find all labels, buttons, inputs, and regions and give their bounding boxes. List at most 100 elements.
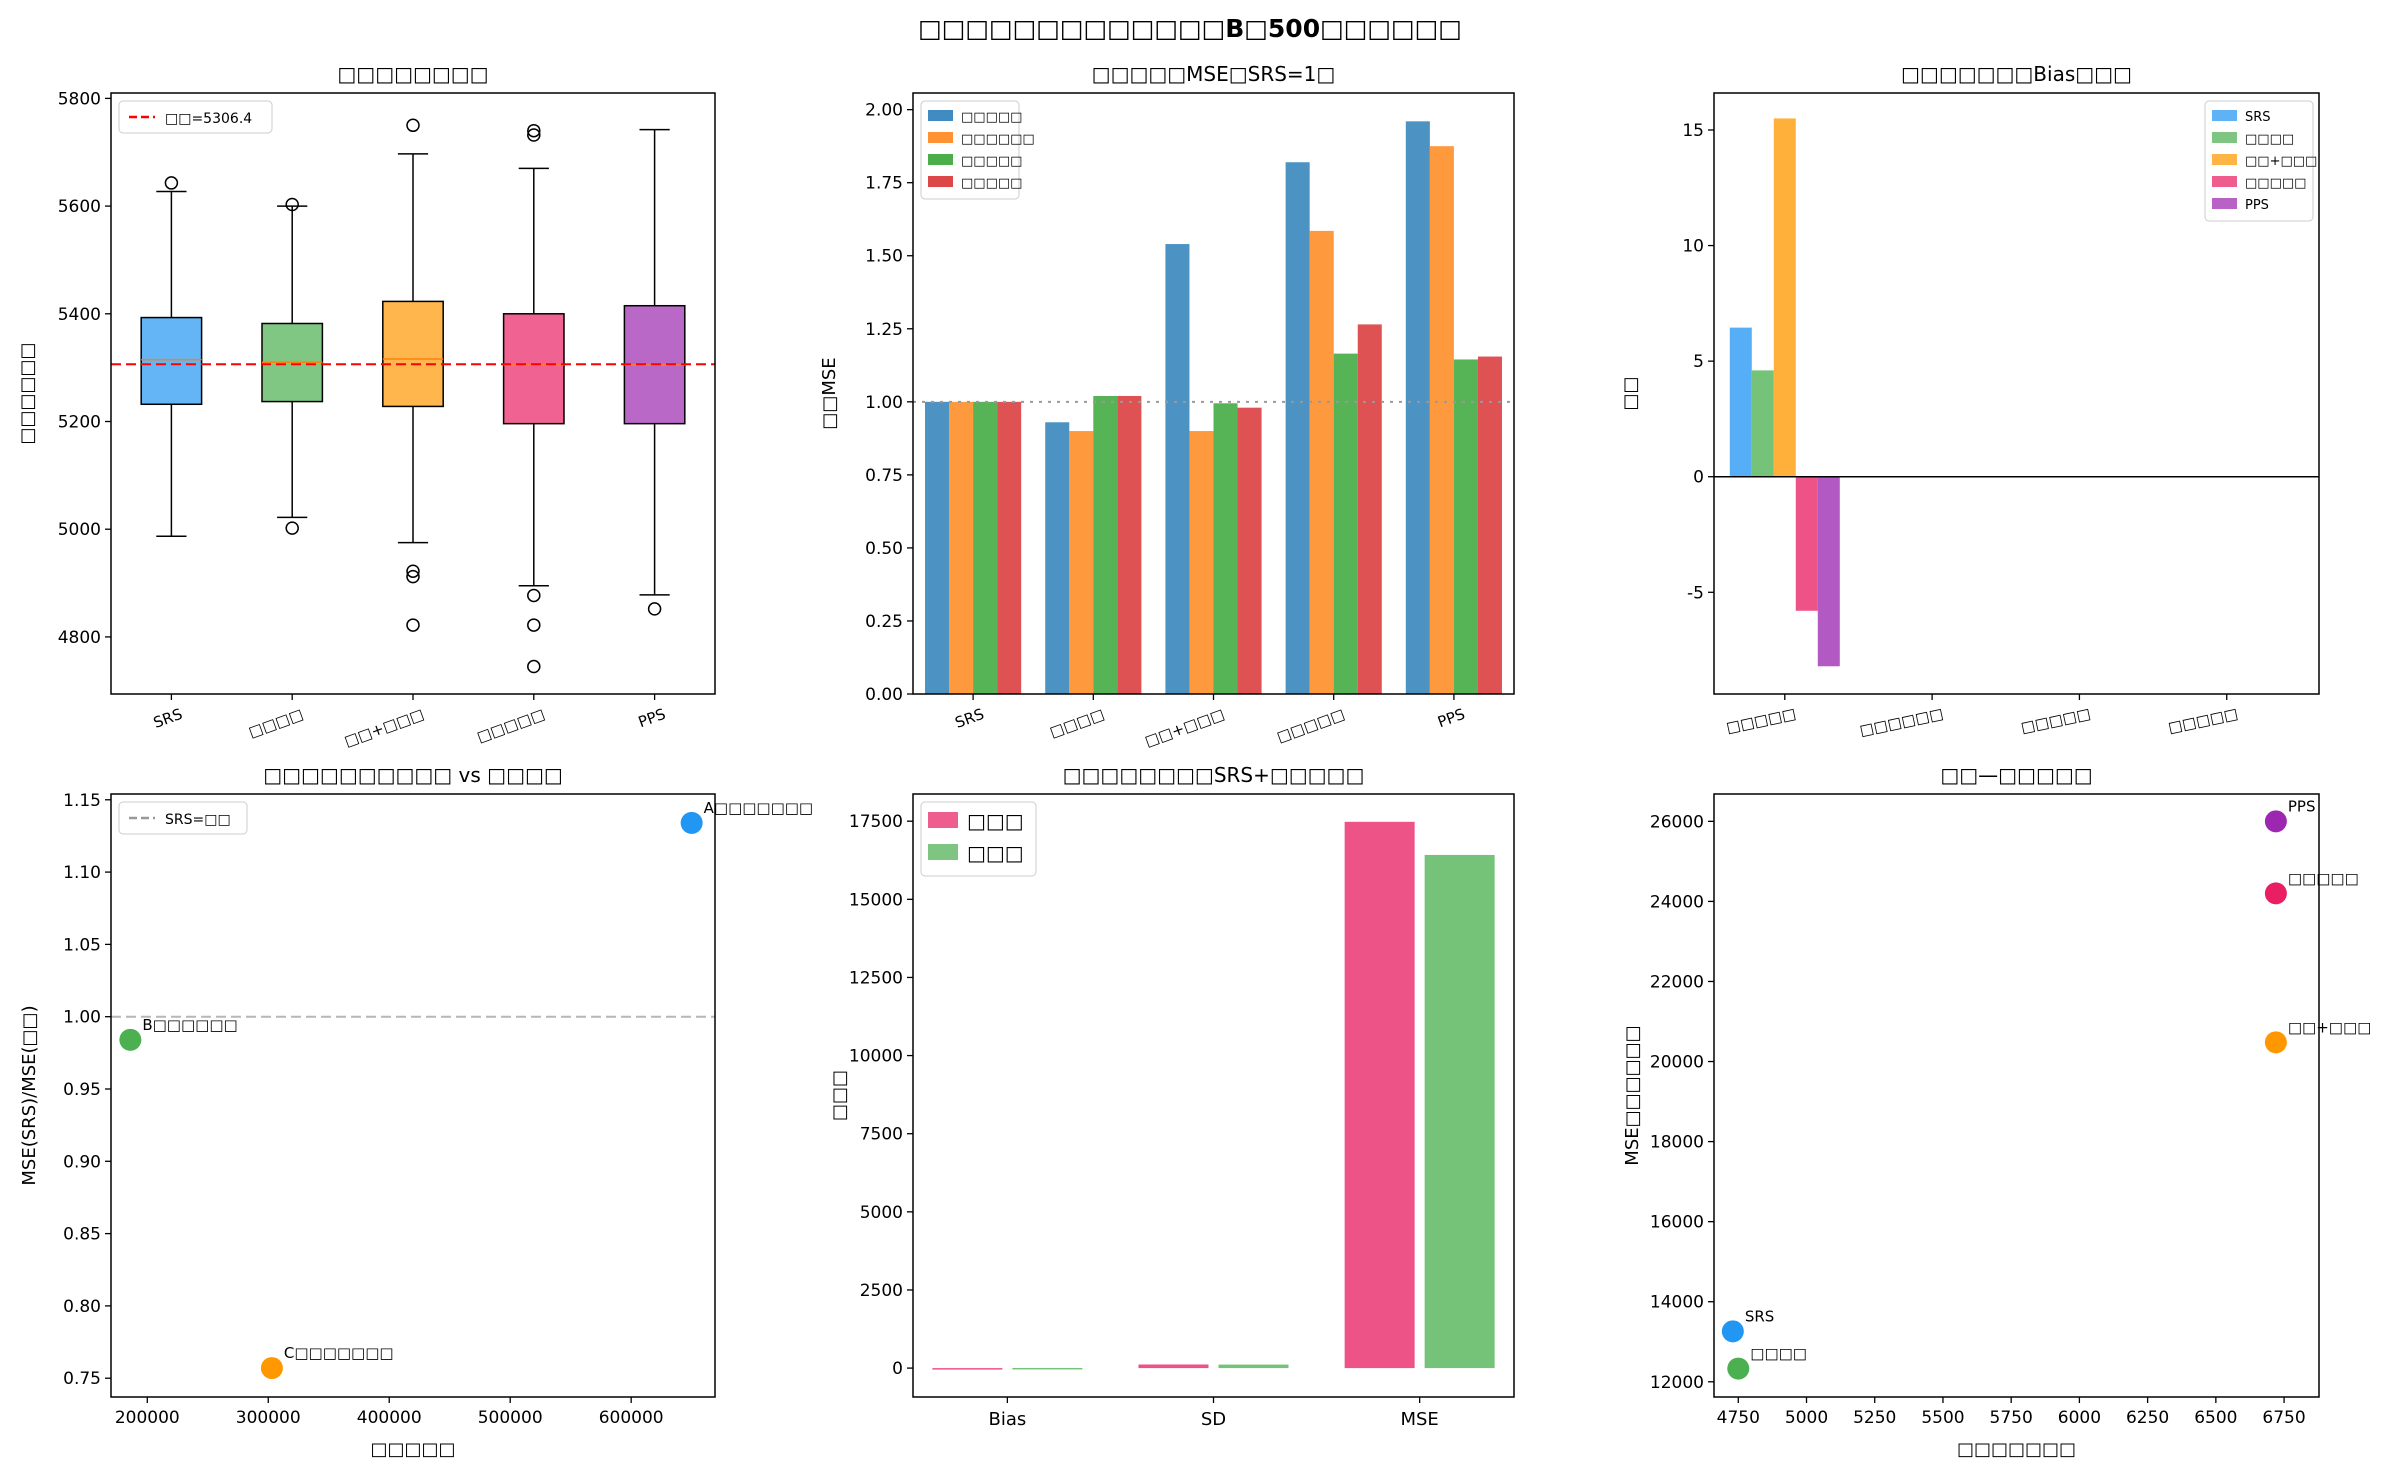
x-tick-label: □□+□□□ (342, 705, 427, 750)
legend-swatch (2212, 132, 2237, 143)
bar-1-3 (1309, 230, 1334, 694)
x-tick-label: □□□□□ (1725, 704, 1798, 736)
outlier-point (285, 197, 299, 212)
legend-box (118, 801, 248, 835)
y-tick-label: 0.75 (63, 1369, 101, 1389)
legend-box (920, 100, 1020, 200)
y-axis-label: □□MSE (819, 357, 840, 429)
y-tick-label: 1.15 (63, 791, 101, 811)
subplot-title: □□□□□□□□SRS+□□□□□ (1063, 763, 1365, 787)
point-label: □□□□ (1750, 1345, 1807, 1363)
axes-frame (110, 92, 716, 695)
subplot-title: □□—□□□□□ (1940, 763, 2092, 787)
y-axis-label: MSE(SRS)/MSE(□□) (19, 1005, 40, 1185)
y-tick-label: 16000 (1650, 1213, 1704, 1233)
legend-swatch (2212, 110, 2237, 121)
x-tick-label: 4750 (1717, 1408, 1760, 1428)
y-tick-label: 12500 (849, 968, 903, 988)
bar-3-0 (1795, 476, 1818, 611)
axes-frame (1713, 92, 2320, 695)
box-iqr (140, 316, 203, 406)
bar-2-2 (1213, 403, 1238, 694)
bar-0-0 (1729, 327, 1752, 477)
legend-box (2204, 100, 2314, 222)
x-tick-label: 5000 (1785, 1408, 1828, 1428)
outlier-point (527, 128, 541, 142)
scatter-point (1727, 1357, 1750, 1380)
y-tick-label: 18000 (1650, 1133, 1704, 1153)
legend-swatch (2212, 198, 2237, 209)
box-iqr (382, 300, 444, 408)
x-tick-label: 5500 (1921, 1408, 1964, 1428)
y-tick-label: 0.95 (63, 1080, 101, 1100)
bar-0-1 (1138, 1364, 1209, 1369)
x-tick-label: 600000 (599, 1408, 664, 1428)
x-tick-label: SD (1201, 1409, 1226, 1430)
legend-swatch (928, 812, 958, 828)
outlier-point (527, 588, 541, 603)
y-tick-label: 5000 (860, 1203, 903, 1223)
x-tick-label: 5750 (1990, 1408, 2033, 1428)
x-tick-label: SRS (151, 705, 185, 732)
bar-2-0 (973, 401, 998, 694)
legend-label: □□□□□ (961, 110, 1022, 125)
axes-frame (912, 92, 1515, 695)
legend-swatch (928, 110, 953, 121)
point-label: PPS (2288, 797, 2316, 815)
legend-label: SRS=□□ (165, 812, 231, 828)
point-label: SRS (1745, 1307, 1774, 1325)
plot-area (913, 121, 1514, 695)
y-tick-label: 5800 (58, 89, 101, 109)
y-tick-label: 7500 (860, 1125, 903, 1145)
y-tick-label: 0 (892, 1359, 903, 1379)
legend-label: □□□□□ (2245, 176, 2306, 191)
x-tick-label: □□□□□□ (1858, 704, 1945, 739)
y-axis-label: □□□ (829, 1070, 850, 1121)
y-tick-label: 1.50 (865, 247, 903, 267)
y-axis-label: □□ (1620, 376, 1641, 410)
bar-2-1 (1093, 395, 1118, 694)
y-tick-label: 20000 (1650, 1053, 1704, 1073)
x-tick-label: □□□□□ (474, 705, 547, 746)
bar-1-1 (1218, 1364, 1289, 1369)
legend-box (118, 100, 273, 134)
subplot-6: □□—□□□□□ MSE□□□□□□ □□□□□□□ 12000 14000 16000 1… (1622, 763, 2371, 1460)
legend: □□□□□□□□□□□□□□□□□□□□□ (920, 100, 1035, 200)
legend-label: □□□□□□ (961, 132, 1035, 147)
scatter-point (680, 811, 703, 834)
y-tick-label: 1.00 (865, 393, 903, 413)
x-tick-label: □□□□ (1047, 705, 1106, 741)
subplot-title: □□□□□□□□ (337, 62, 488, 86)
x-tick-label: PPS (1435, 705, 1467, 731)
plot-area (932, 821, 1495, 1370)
bar-0-1 (1045, 422, 1070, 694)
bar-1-2 (1189, 431, 1214, 694)
y-tick-label: -5 (1687, 583, 1704, 603)
bar-3-0 (997, 401, 1022, 694)
outlier-point (406, 618, 420, 632)
y-tick-label: 26000 (1650, 812, 1704, 832)
y-tick-label: 10 (1682, 237, 1704, 257)
y-tick-label: 1.00 (63, 1008, 101, 1028)
box-0 (140, 176, 203, 537)
bar-4-0 (1817, 476, 1840, 667)
bar-3-3 (1357, 324, 1382, 694)
y-tick-label: 24000 (1650, 892, 1704, 912)
scatter-point (1721, 1320, 1744, 1343)
y-tick-label: 5600 (58, 197, 101, 217)
legend-label: SRS (2245, 110, 2271, 125)
legend-label: □□+□□□ (2245, 154, 2317, 169)
plot-area: A□□□□□□□ B□□□□□□ C□□□□□□□ (111, 799, 813, 1380)
x-tick-label: 300000 (236, 1408, 301, 1428)
subplot-title: □□□□□□□□□□ vs □□□□ (263, 763, 563, 787)
point-label: □□□□□ (2288, 869, 2359, 887)
legend-label: □□=5306.4 (165, 111, 252, 127)
x-tick-label: 6250 (2126, 1408, 2169, 1428)
bar-0-0 (932, 1368, 1003, 1370)
legend-label: PPS (2245, 198, 2269, 213)
y-tick-label: 0.25 (865, 612, 903, 632)
y-tick-label: 10000 (849, 1047, 903, 1067)
bar-1-1 (1069, 431, 1094, 694)
plot-area: PPS □□□□□ □□+□□□ SRS □□□□ (1721, 797, 2371, 1380)
